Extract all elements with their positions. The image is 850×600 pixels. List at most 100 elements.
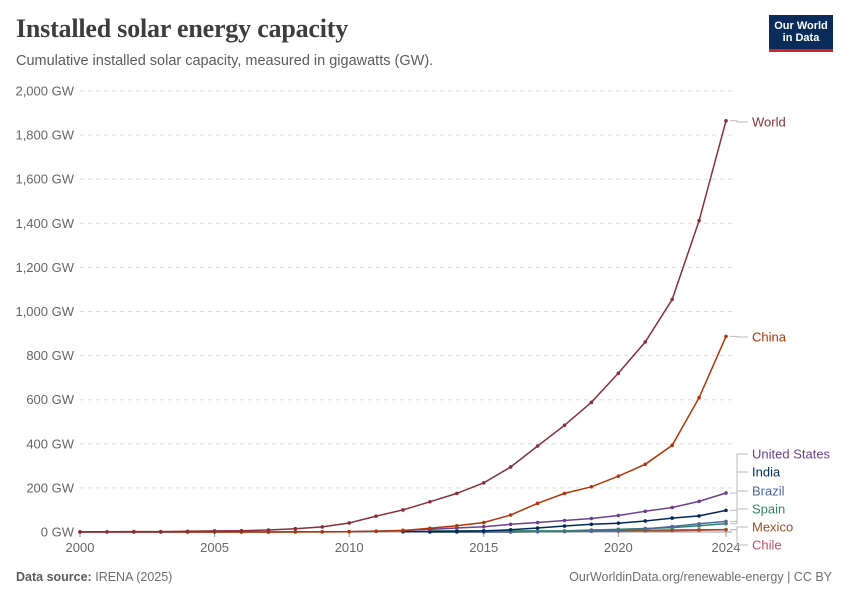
data-point [266,528,271,532]
data-point [293,526,298,531]
y-tick-label: 1,600 GW [15,172,74,187]
data-point [589,484,594,489]
label-connector [730,529,748,546]
series-label-china[interactable]: China [752,330,787,345]
series-label-spain[interactable]: Spain [752,502,785,517]
series-label-chile[interactable]: Chile [752,538,782,553]
chart-subtitle: Cumulative installed solar capacity, mea… [16,53,434,69]
data-point [508,522,513,527]
data-point [589,400,594,405]
series-end-labels: World China United States India Brazil Spain M… [730,115,831,553]
data-point [455,491,459,496]
data-source: Data source: IRENA (2025) [16,570,172,584]
series-label-india[interactable]: India [752,465,781,480]
series-lines [78,118,728,534]
series-world [78,118,728,534]
series-label-world[interactable]: World [752,115,786,130]
data-point [724,508,728,513]
data-point [132,529,136,534]
data-point [212,529,217,533]
data-point [428,499,432,504]
x-tick-label: 2024 [712,540,741,555]
chart-title: Installed solar energy capacity [16,14,349,43]
label-connector [730,335,748,338]
label-connector [730,490,748,522]
data-point [724,118,728,123]
y-tick-label: 800 GW [26,348,74,363]
data-point [535,520,540,525]
series-line-china [80,336,727,533]
x-tick-label: 2005 [200,540,229,555]
y-tick-label: 2,000 GW [15,84,74,99]
data-point [562,518,567,523]
x-tick-label: 2010 [335,540,364,555]
data-point [401,508,405,512]
data-point [508,513,513,517]
data-point [697,395,701,400]
data-point [562,491,567,496]
data-point [562,529,567,534]
data-point [481,524,486,529]
data-point [320,525,325,529]
data-point [643,519,648,523]
data-source-value: IRENA (2025) [95,570,173,584]
data-point [455,524,459,528]
data-point [293,530,298,534]
owid-logo[interactable]: Our World in Data [769,15,833,52]
source-url-link[interactable]: OurWorldinData.org/renewable-energy | CC… [569,570,832,584]
data-point [616,521,621,525]
data-point [616,513,621,518]
data-point [670,524,674,529]
data-point [643,340,648,344]
data-point [455,529,459,534]
series-label-mexico[interactable]: Mexico [752,520,793,535]
y-tick-label: 400 GW [26,436,74,451]
data-point [508,465,513,469]
y-tick-label: 1,800 GW [15,128,74,143]
data-point [670,516,674,520]
data-point [670,297,674,302]
series-india [401,508,728,534]
data-point [589,529,594,533]
label-connector [730,453,748,494]
data-point [724,519,728,524]
x-tick-label: 2020 [604,540,633,555]
label-connector [730,508,748,525]
series-line-world [80,120,727,533]
series-line-united-states [80,492,727,533]
data-point [724,527,728,532]
series-label-brazil[interactable]: Brazil [752,484,785,499]
y-axis-tick-labels: 0 GW 200 GW 400 GW 600 GW 800 GW 1,000 GW 1,20… [15,84,74,540]
data-point [535,501,540,506]
data-point [616,474,621,479]
data-point [643,509,648,514]
logo-line-2: in Data [782,32,820,44]
data-point [589,516,594,521]
data-point [158,529,163,534]
data-point [724,334,728,339]
data-point [697,218,701,223]
data-point [481,520,486,525]
data-point [481,481,486,485]
data-point [508,527,513,532]
data-point [347,529,351,534]
x-tick-label: 2015 [469,540,498,555]
data-point [670,505,674,510]
data-point [374,514,378,518]
data-point [374,529,378,534]
data-point [105,529,109,534]
logo-line-1: Our World [774,20,828,32]
data-point [670,443,674,448]
series-china [78,334,728,534]
x-tick-label: 2000 [66,540,95,555]
x-axis-tick-labels: 2000 2005 2010 2015 2020 2024 [66,532,741,555]
data-point [697,522,701,526]
data-point [562,524,567,528]
y-tick-label: 1,400 GW [15,216,74,231]
data-point [616,371,621,376]
data-point [697,514,701,518]
y-tick-label: 1,000 GW [15,304,74,319]
series-label-united-states[interactable]: United States [752,447,831,462]
data-point [535,444,540,448]
data-point [78,529,82,534]
